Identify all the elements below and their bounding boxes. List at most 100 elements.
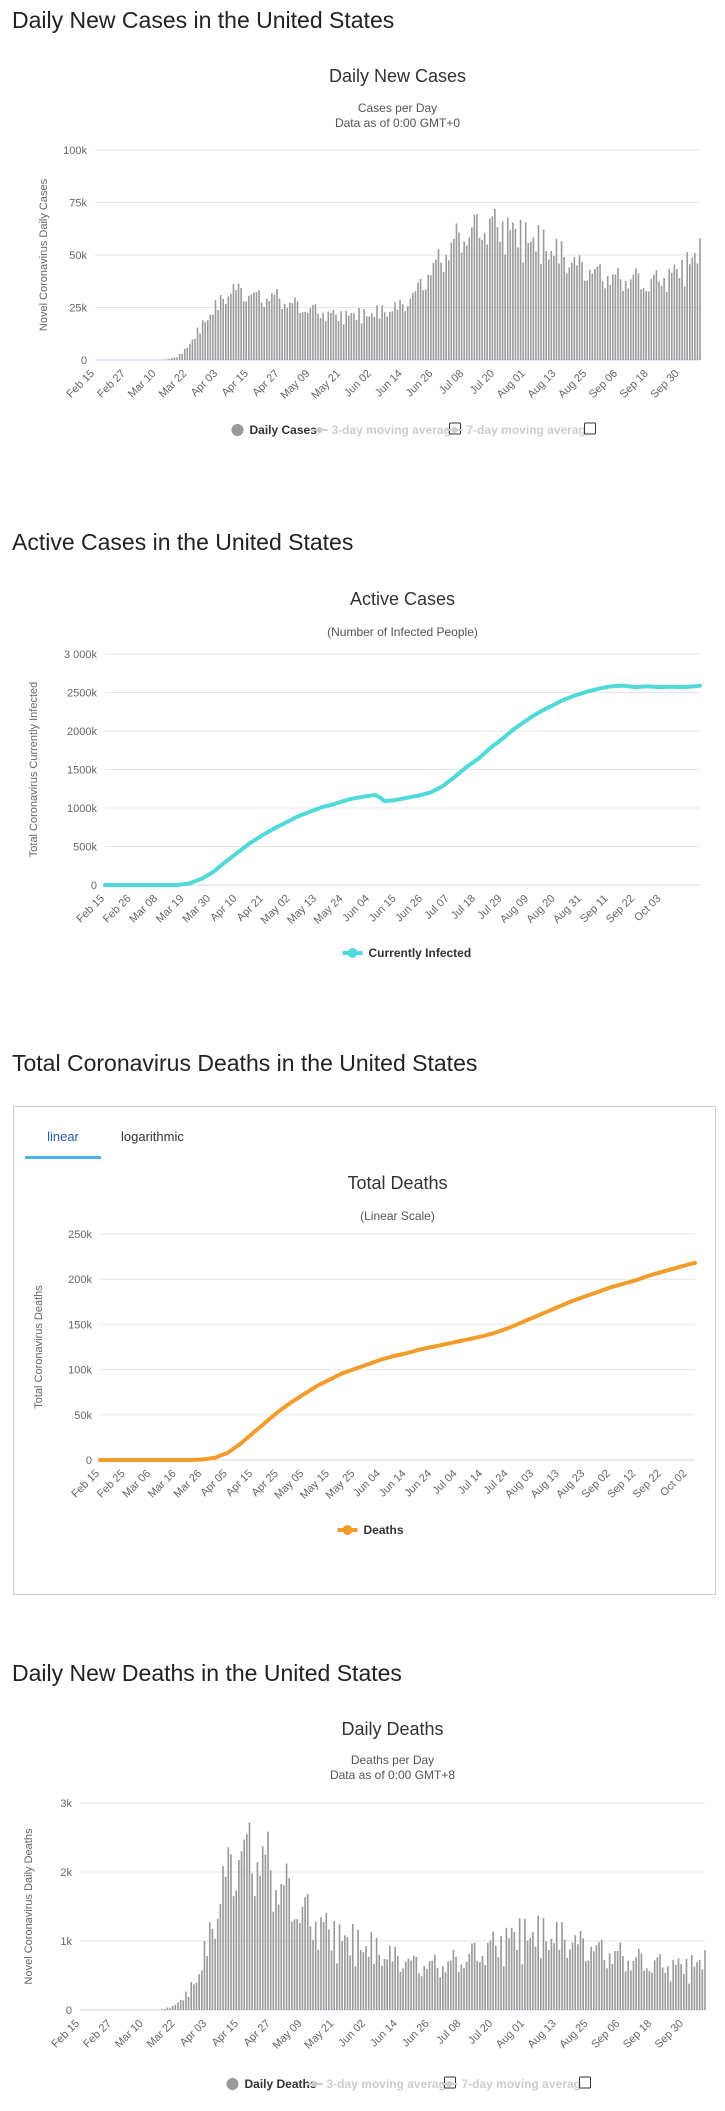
x-tick-label: May 25 bbox=[323, 1468, 357, 1502]
y-tick-label: 2000k bbox=[67, 726, 97, 738]
bar bbox=[227, 1847, 230, 2010]
bar bbox=[534, 1946, 537, 2010]
bar bbox=[386, 316, 389, 360]
bar bbox=[389, 312, 391, 360]
x-tick-label: Aug 25 bbox=[556, 368, 589, 401]
bar bbox=[354, 1966, 357, 2010]
bar bbox=[504, 254, 506, 360]
bar bbox=[365, 1946, 367, 2010]
bar bbox=[309, 307, 312, 360]
bar bbox=[683, 286, 686, 360]
bar bbox=[586, 280, 588, 360]
bar bbox=[317, 313, 319, 360]
bar bbox=[269, 1870, 272, 2010]
bar bbox=[389, 1945, 391, 2010]
bar bbox=[423, 1966, 426, 2010]
bar bbox=[635, 1957, 637, 2010]
bar bbox=[696, 263, 699, 360]
bar bbox=[246, 1834, 248, 2010]
bar bbox=[238, 1859, 240, 2010]
y-tick-label: 0 bbox=[66, 2005, 72, 2017]
bar bbox=[678, 278, 681, 360]
bar bbox=[582, 1938, 584, 2010]
chart-subtitle: Data as of 0:00 GMT+0 bbox=[335, 116, 460, 130]
bar bbox=[530, 241, 532, 360]
bar bbox=[671, 272, 673, 360]
tab-linear[interactable]: linear bbox=[47, 1129, 79, 1144]
bar bbox=[540, 263, 542, 360]
bar bbox=[506, 217, 509, 360]
x-tick-label: Mar 30 bbox=[180, 893, 213, 926]
bar bbox=[460, 1964, 463, 2010]
legend-marker bbox=[226, 2078, 239, 2090]
bar bbox=[437, 249, 440, 360]
bar bbox=[275, 1890, 277, 2010]
bar bbox=[444, 1972, 447, 2010]
bar bbox=[342, 324, 345, 360]
tab-active-underline bbox=[25, 1156, 101, 1159]
bar bbox=[173, 357, 176, 360]
bar bbox=[235, 1890, 238, 2010]
bar bbox=[399, 299, 401, 360]
y-tick-label: 3 000k bbox=[64, 649, 98, 661]
bar bbox=[598, 1942, 600, 2010]
bar bbox=[608, 1953, 611, 2010]
bar bbox=[701, 1969, 704, 2010]
bar bbox=[250, 294, 253, 360]
bar bbox=[258, 290, 260, 360]
legend-marker bbox=[451, 427, 458, 433]
bar bbox=[187, 1996, 190, 2010]
x-tick-label: Feb 26 bbox=[101, 893, 134, 926]
bar bbox=[177, 2002, 179, 2010]
bar bbox=[647, 291, 650, 360]
y-tick-label: 75k bbox=[69, 198, 87, 210]
x-tick-label: Jul 08 bbox=[434, 2018, 463, 2047]
bar bbox=[442, 271, 445, 360]
chart-title: Active Cases bbox=[350, 589, 455, 609]
bar bbox=[547, 1949, 550, 2010]
bar bbox=[327, 311, 330, 360]
bar bbox=[698, 1959, 701, 2010]
bar bbox=[704, 1950, 706, 2010]
bar bbox=[508, 1938, 510, 2010]
y-tick-label: 1000k bbox=[67, 803, 97, 815]
bar bbox=[458, 232, 460, 360]
bar bbox=[635, 268, 637, 360]
bar bbox=[237, 283, 240, 360]
legend-marker bbox=[316, 427, 323, 433]
bar bbox=[190, 1982, 193, 2010]
bar bbox=[453, 238, 455, 360]
bar bbox=[324, 321, 327, 360]
bar bbox=[578, 255, 581, 360]
bar bbox=[245, 301, 248, 360]
section-title-daily-cases: Daily New Cases in the United States bbox=[12, 7, 395, 33]
bar bbox=[553, 255, 555, 360]
bar bbox=[322, 312, 324, 360]
bar bbox=[230, 293, 232, 360]
tab-logarithmic[interactable]: logarithmic bbox=[121, 1129, 184, 1144]
bar bbox=[209, 314, 212, 360]
x-tick-label: Mar 22 bbox=[157, 368, 190, 401]
bar bbox=[264, 1854, 267, 2010]
bar bbox=[637, 1948, 640, 2010]
bar bbox=[240, 288, 242, 360]
bar bbox=[349, 1955, 351, 2010]
bar bbox=[637, 273, 640, 360]
bar bbox=[583, 280, 586, 360]
bar bbox=[368, 316, 371, 360]
bar bbox=[517, 247, 519, 360]
bar bbox=[606, 275, 609, 360]
bar bbox=[176, 357, 178, 360]
bar bbox=[394, 1946, 396, 2010]
bar bbox=[283, 303, 286, 360]
chart-title: Total Deaths bbox=[347, 1173, 447, 1193]
bar bbox=[577, 1944, 579, 2010]
bar bbox=[406, 306, 409, 360]
bar bbox=[571, 1942, 574, 2010]
bar bbox=[348, 315, 350, 360]
bar bbox=[473, 214, 476, 360]
bar bbox=[314, 1921, 317, 2010]
bar bbox=[545, 251, 547, 360]
bar bbox=[265, 298, 268, 360]
y-tick-label: 50k bbox=[69, 250, 87, 262]
